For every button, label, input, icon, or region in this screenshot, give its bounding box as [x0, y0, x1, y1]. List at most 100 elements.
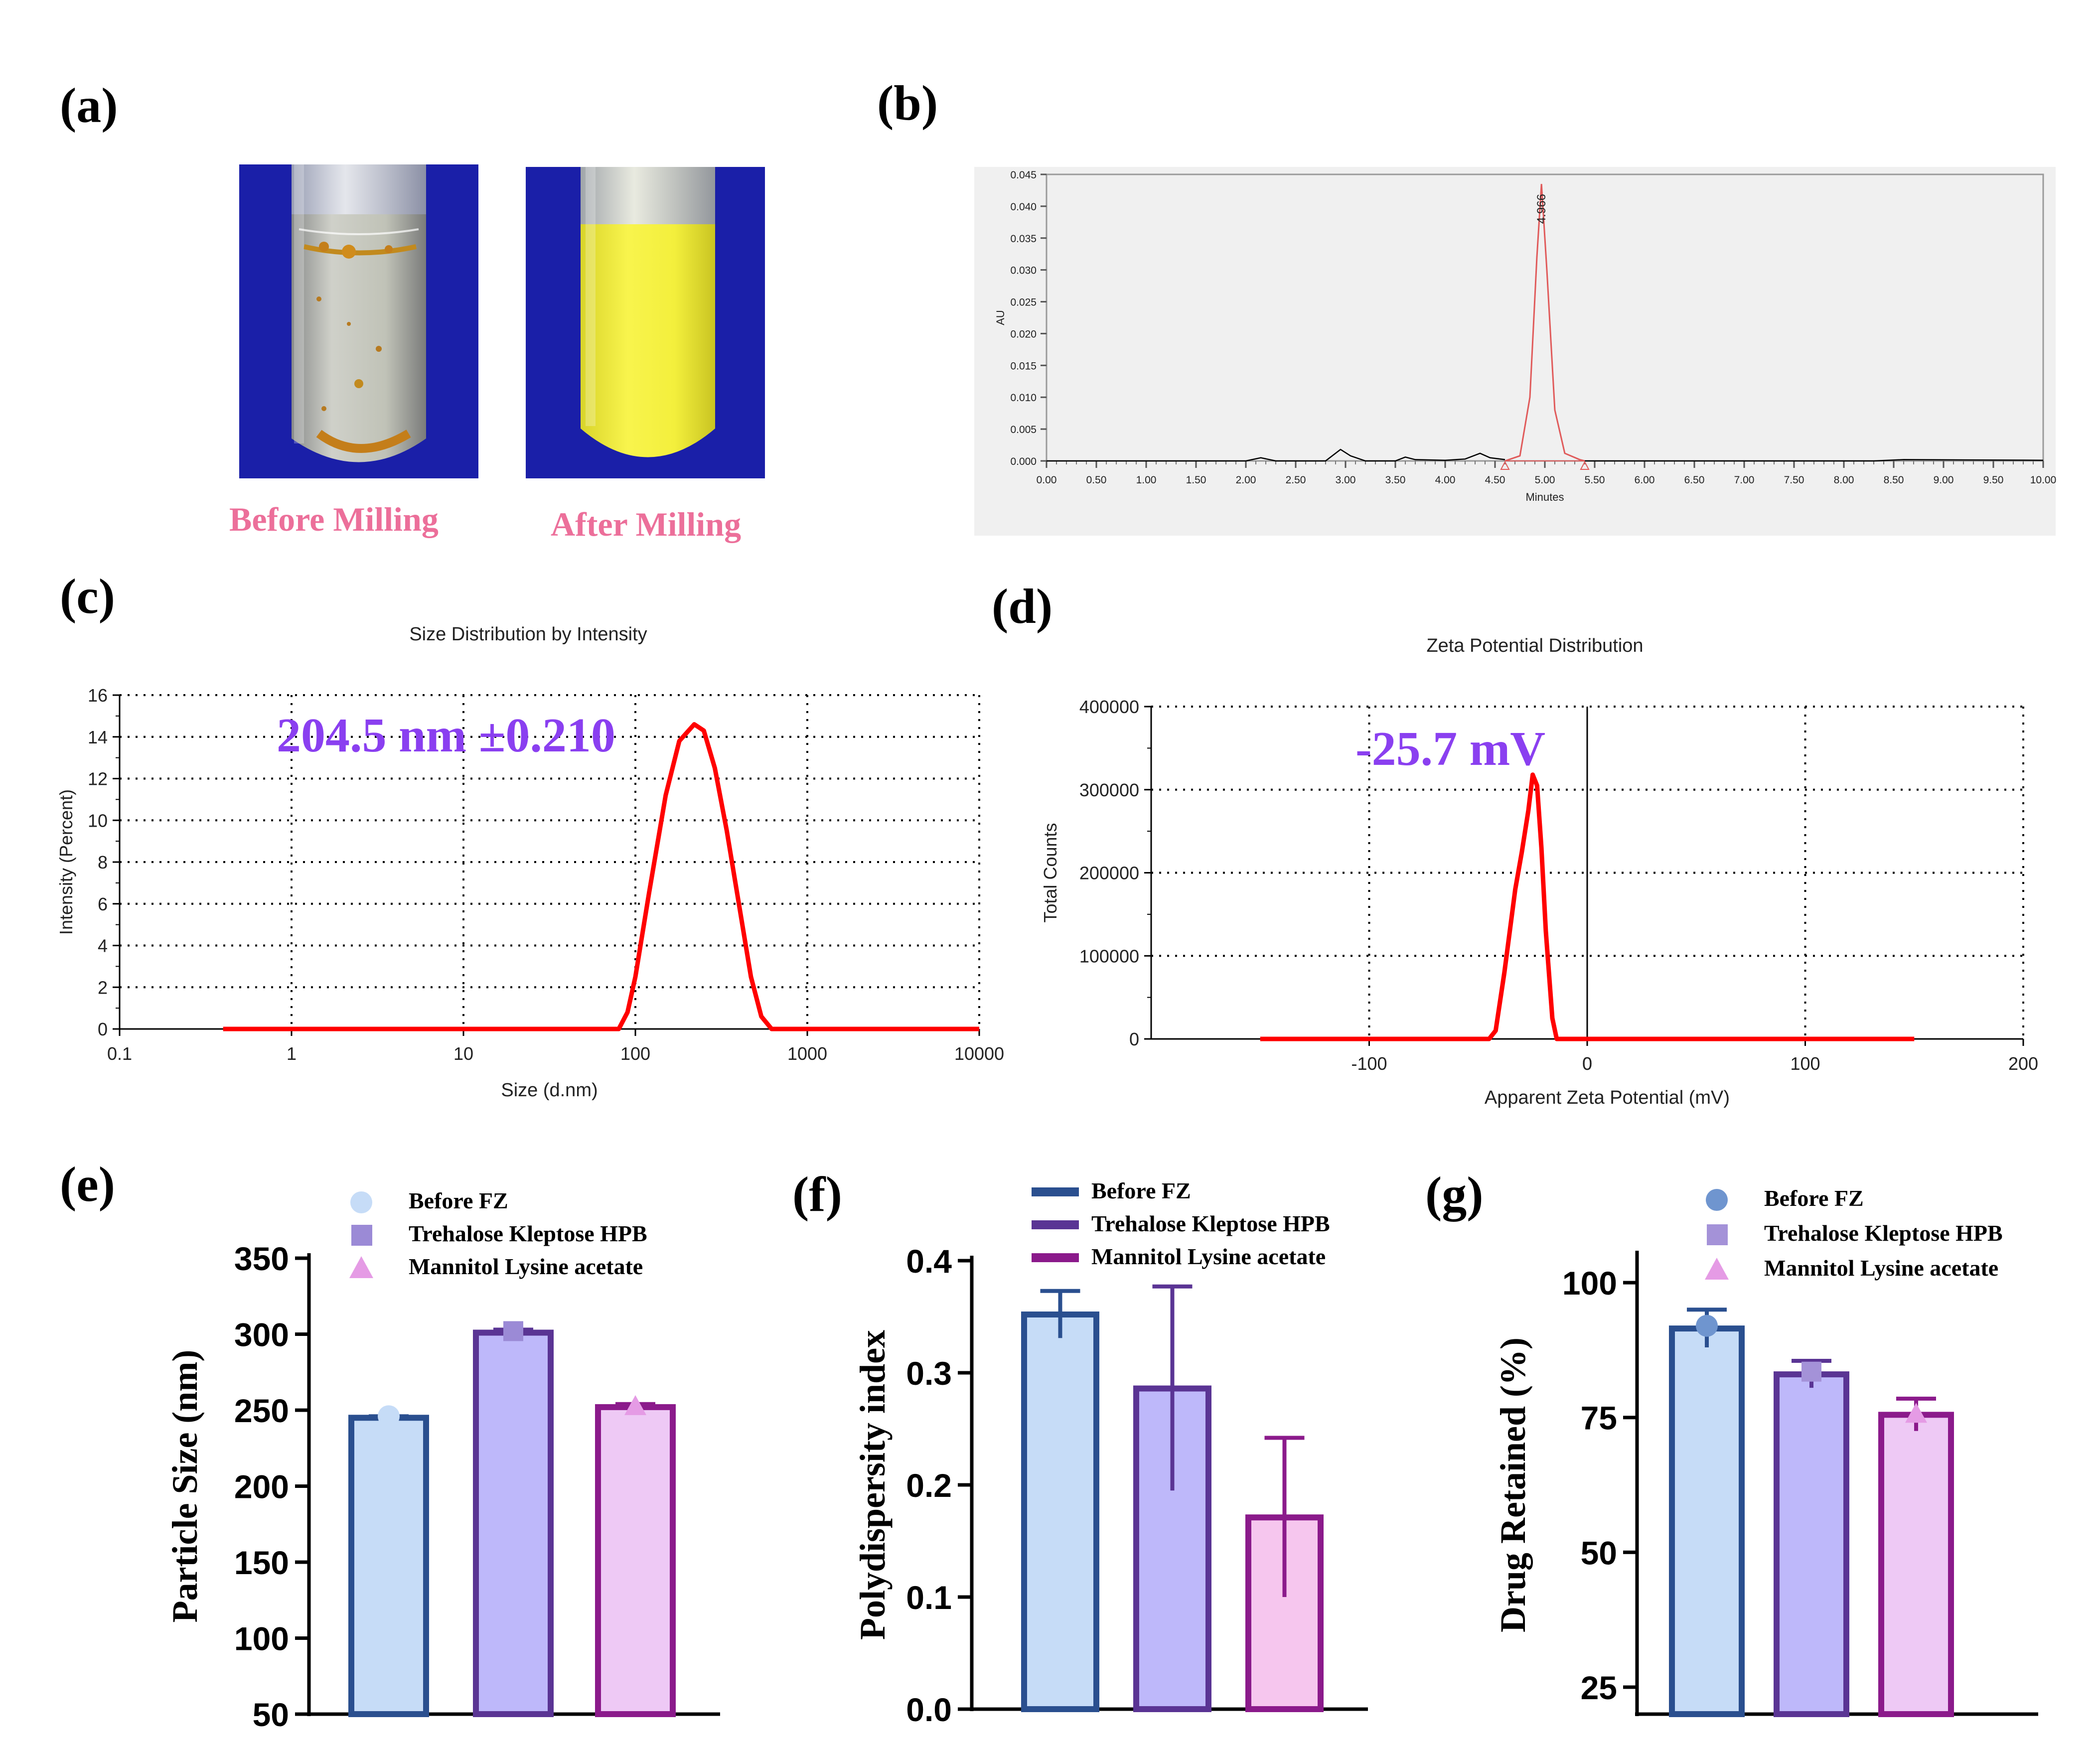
y-tick-label: 400000	[1079, 697, 1139, 717]
y-tick-label: 100	[1562, 1265, 1617, 1302]
y-tick-label: 0	[98, 1019, 108, 1039]
x-tick-label: 6.50	[1684, 474, 1705, 486]
peak-label: 4.966	[1535, 194, 1548, 224]
y-tick-label: 0.4	[906, 1243, 952, 1280]
legend-label: Trehalose Kleptose HPB	[1764, 1220, 2003, 1246]
x-tick-label: 9.00	[1934, 474, 1954, 486]
y-tick-label: 0.0	[906, 1691, 952, 1728]
panel-d: Zeta Potential Distribution 0 100000 200000…	[1040, 635, 2038, 1108]
peak-trace	[1504, 184, 1585, 462]
x-tick-label: 1	[287, 1043, 297, 1064]
bar	[473, 1329, 554, 1717]
legend-swatch	[1032, 1220, 1079, 1229]
panel-f-label: (f)	[792, 1167, 842, 1222]
y-tick-label: 8	[98, 852, 108, 873]
data-point	[378, 1405, 400, 1428]
x-tick-label: 2.00	[1236, 474, 1256, 486]
bar	[1878, 1412, 1954, 1718]
x-tick-label: 2.50	[1286, 474, 1306, 486]
panel-d-label: (d)	[992, 579, 1052, 634]
panel-e: Before FZ Trehalose Kleptose HPB Mannitol …	[165, 1188, 720, 1733]
x-tick-label: 10	[453, 1043, 473, 1064]
y-tick-label: 0.010	[1010, 392, 1037, 404]
x-tick-label: 3.00	[1336, 474, 1356, 486]
y-tick-label: 75	[1581, 1400, 1617, 1437]
y-tick-label: 300	[234, 1316, 289, 1353]
x-tick-label: 7.00	[1734, 474, 1755, 486]
x-tick-label: 4.50	[1485, 474, 1505, 486]
chart-title: Size Distribution by Intensity	[409, 624, 647, 645]
panel-g: Before FZ Trehalose Kleptose HPB Mannitol …	[1493, 1185, 2038, 1718]
y-tick-label: 100	[234, 1620, 289, 1657]
y-tick-label: 14	[88, 727, 108, 747]
y-tick-label: 10	[88, 810, 108, 831]
y-tick-label: 2	[98, 977, 108, 998]
legend-label: Before FZ	[1091, 1178, 1191, 1203]
y-tick-label: 6	[98, 894, 108, 914]
x-tick-label: -100	[1351, 1053, 1387, 1074]
y-tick-label: 12	[88, 769, 108, 789]
bar	[1021, 1312, 1099, 1712]
x-tick-label: 9.50	[1983, 474, 2004, 486]
x-tick-label: 10.00	[2030, 474, 2057, 486]
x-axis-label: Apparent Zeta Potential (mV)	[1485, 1087, 1730, 1108]
x-tick-label: 1000	[787, 1043, 827, 1064]
legend-swatch	[1032, 1253, 1079, 1262]
y-tick-label: 0.035	[1010, 233, 1037, 245]
y-axis-label: AU	[994, 310, 1007, 325]
legend-swatch	[1707, 1224, 1728, 1245]
y-tick-label: 0.000	[1010, 456, 1037, 467]
x-tick-label: 5.50	[1585, 474, 1605, 486]
y-tick-label: 50	[253, 1696, 289, 1733]
legend-swatch	[351, 1225, 372, 1246]
legend-swatch	[1706, 1189, 1728, 1211]
y-axis-label: Drug Retained (%)	[1493, 1337, 1533, 1632]
legend-swatch	[1705, 1258, 1729, 1280]
size-annotation: 204.5 nm ±0.210	[277, 709, 615, 762]
bar	[348, 1415, 429, 1717]
bar	[595, 1404, 676, 1717]
chart-title: Zeta Potential Distribution	[1426, 635, 1643, 656]
panel-e-label: (e)	[60, 1157, 115, 1212]
photo-before-milling: Before Milling	[229, 164, 478, 538]
y-tick-label: 0.040	[1010, 201, 1037, 213]
x-tick-label: 1.50	[1186, 474, 1206, 486]
legend-swatch	[350, 1191, 372, 1213]
x-tick-label: 0.1	[107, 1043, 132, 1064]
x-tick-label: 0.00	[1037, 474, 1057, 486]
x-tick-label: 8.50	[1884, 474, 1904, 486]
y-tick-label: 0.045	[1010, 169, 1037, 181]
legend-label: Before FZ	[1764, 1185, 1864, 1211]
bar	[1669, 1325, 1745, 1717]
y-tick-label: 4	[98, 936, 108, 956]
legend-label: Mannitol Lysine acetate	[409, 1254, 643, 1279]
panel-f: Before FZ Trehalose Kleptose HPB Mannitol …	[853, 1178, 1368, 1728]
panel-c-label: (c)	[60, 569, 115, 624]
data-point	[503, 1321, 523, 1341]
x-tick-label: 8.00	[1834, 474, 1854, 486]
baseline-trace	[1047, 448, 1505, 462]
photo-after-milling: After Milling	[526, 167, 765, 543]
legend-swatch	[349, 1256, 373, 1278]
y-tick-label: 200	[234, 1468, 289, 1505]
x-tick-label: 4.00	[1435, 474, 1456, 486]
y-axis-label: Polydispersity index	[853, 1330, 893, 1640]
x-tick-label: 5.00	[1535, 474, 1555, 486]
zeta-annotation: -25.7 mV	[1355, 722, 1545, 776]
x-tick-label-zero: 0	[1582, 1053, 1592, 1074]
y-tick-label: 25	[1581, 1669, 1617, 1706]
y-tick-label: 0.1	[906, 1579, 952, 1616]
x-tick-label: 100	[620, 1043, 650, 1064]
zeta-distribution-line	[1260, 772, 1915, 1041]
x-axis-label: Minutes	[1525, 491, 1564, 503]
integration-marker	[1580, 460, 1590, 470]
x-tick-label: 1.00	[1136, 474, 1157, 486]
y-tick-label: 300000	[1079, 780, 1139, 800]
y-tick-label: 100000	[1079, 946, 1139, 966]
y-tick-label: 200000	[1079, 863, 1139, 883]
chromatogram-plot: 0.000 0.005 0.010 0.015 0.020 0.025 0.030 0.035…	[994, 169, 2056, 503]
y-tick-label: 0	[1129, 1029, 1139, 1049]
y-tick-label: 16	[88, 685, 108, 706]
legend-label: Mannitol Lysine acetate	[1091, 1244, 1326, 1269]
panel-a-label: (a)	[60, 78, 118, 133]
